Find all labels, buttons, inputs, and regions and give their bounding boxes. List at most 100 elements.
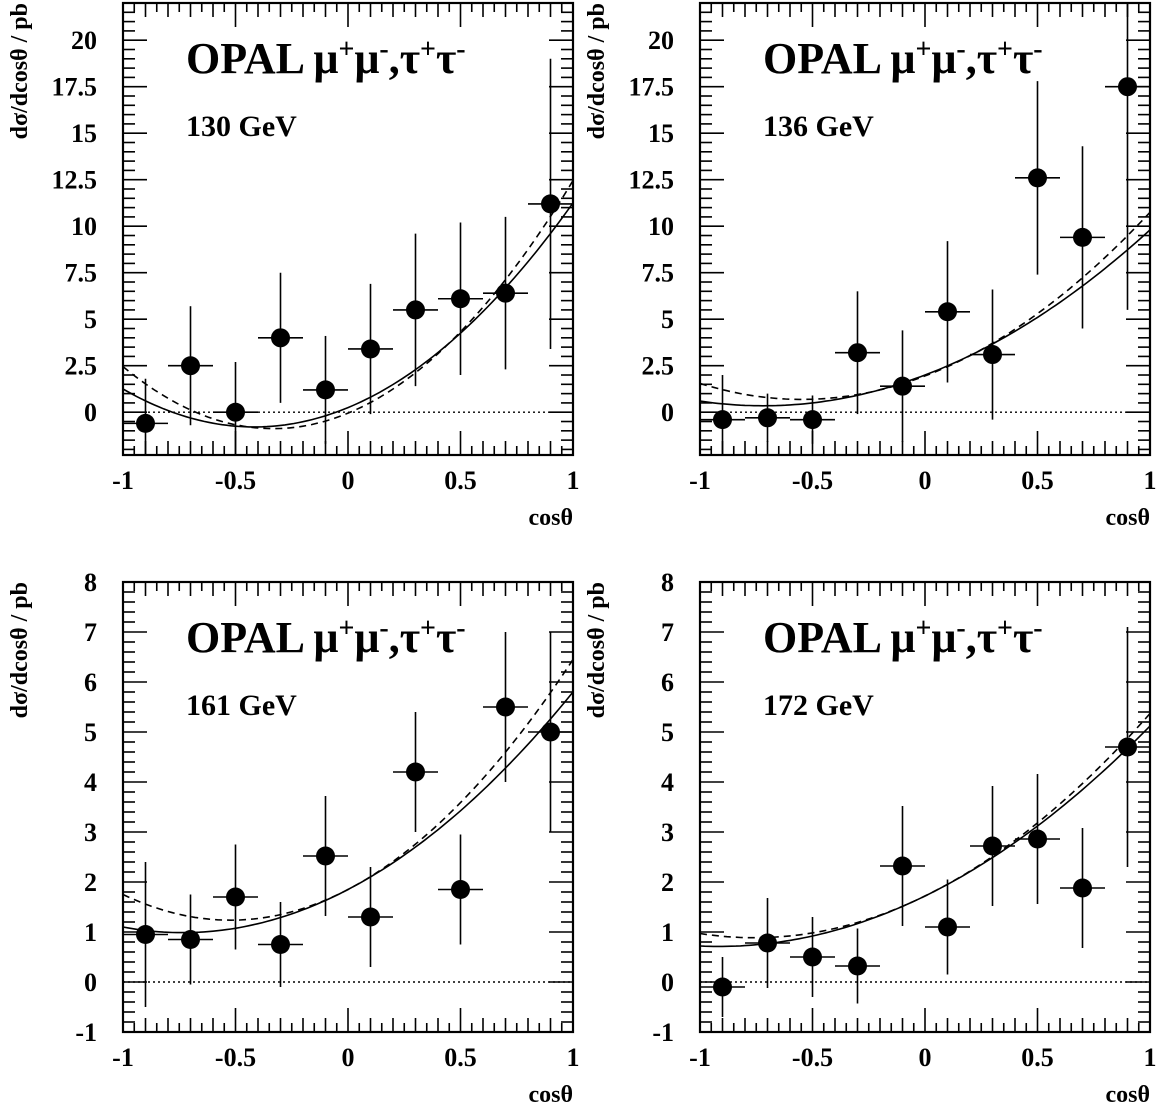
x-tick-label: 1 bbox=[1144, 1043, 1157, 1072]
prediction-curve-dashed bbox=[699, 712, 1151, 939]
data-point bbox=[1118, 77, 1137, 97]
data-point bbox=[136, 413, 155, 433]
y-tick-label: 2.5 bbox=[65, 352, 98, 381]
x-axis-label: cosθ bbox=[528, 1082, 573, 1108]
data-point bbox=[758, 933, 777, 953]
data-point bbox=[271, 935, 290, 954]
y-axis-label: dσ/dcosθ / pb bbox=[7, 3, 33, 139]
y-tick-label: 20 bbox=[71, 26, 97, 55]
data-point bbox=[226, 402, 245, 422]
y-tick-label: 0 bbox=[84, 398, 97, 427]
data-point bbox=[496, 283, 515, 303]
y-tick-label: 3 bbox=[84, 818, 97, 847]
x-tick-label: -1 bbox=[112, 1043, 134, 1072]
x-tick-label: -0.5 bbox=[792, 1043, 833, 1072]
x-tick-label: 0.5 bbox=[1021, 466, 1054, 495]
data-point bbox=[1028, 829, 1047, 849]
data-point bbox=[361, 907, 380, 927]
panel-title: OPAL μ+μ-,τ+τ- bbox=[186, 613, 466, 663]
data-point bbox=[406, 762, 425, 782]
x-tick-label: -0.5 bbox=[215, 466, 256, 495]
data-point bbox=[271, 328, 290, 348]
y-tick-label: 17.5 bbox=[52, 73, 98, 102]
x-tick-label: -0.5 bbox=[792, 466, 833, 495]
x-tick-label: 0 bbox=[919, 1043, 932, 1072]
energy-label: 161 GeV bbox=[186, 689, 297, 722]
y-tick-label: 8 bbox=[84, 568, 97, 597]
data-point bbox=[893, 376, 912, 396]
y-tick-label: 12.5 bbox=[629, 166, 675, 195]
y-tick-label: 1 bbox=[84, 918, 97, 947]
x-tick-label: 1 bbox=[567, 466, 580, 495]
data-point bbox=[181, 930, 200, 949]
y-tick-label: 4 bbox=[661, 768, 674, 797]
y-tick-label: 15 bbox=[71, 119, 97, 148]
y-tick-label: 15 bbox=[648, 119, 674, 148]
x-tick-label: -1 bbox=[112, 466, 134, 495]
data-point bbox=[316, 380, 335, 400]
y-tick-label: 7.5 bbox=[642, 259, 675, 288]
y-tick-label: -1 bbox=[652, 1018, 674, 1047]
data-point bbox=[848, 343, 867, 363]
x-axis-label: cosθ bbox=[1105, 505, 1150, 531]
data-point bbox=[983, 836, 1002, 856]
panel-title: OPAL μ+μ-,τ+τ- bbox=[763, 613, 1043, 663]
y-axis-label: dσ/dcosθ / pb bbox=[584, 582, 610, 718]
data-point bbox=[316, 846, 335, 866]
x-tick-label: 0 bbox=[919, 466, 932, 495]
y-tick-label: 0 bbox=[661, 968, 674, 997]
x-tick-label: -0.5 bbox=[215, 1043, 256, 1072]
chart-panel-1: -1 -0.5 0 0.5 102.557.51012.51517.520cosθdσ/… bbox=[7, 1, 580, 531]
y-axis-label: dσ/dcosθ / pb bbox=[7, 582, 33, 718]
y-tick-label: 5 bbox=[661, 305, 674, 334]
data-point bbox=[496, 697, 515, 717]
data-point bbox=[803, 947, 822, 967]
y-tick-label: -1 bbox=[75, 1018, 97, 1047]
energy-label: 130 GeV bbox=[186, 110, 297, 143]
data-point bbox=[1028, 168, 1047, 188]
x-tick-label: 0 bbox=[342, 466, 355, 495]
prediction-curve-dashed bbox=[699, 211, 1151, 401]
y-tick-label: 1 bbox=[661, 918, 674, 947]
x-tick-label: 0 bbox=[342, 1043, 355, 1072]
y-tick-label: 4 bbox=[84, 768, 97, 797]
chart-panel-2: -1 -0.5 0 0.5 102.557.51012.51517.520cosθdσ/… bbox=[584, 1, 1157, 531]
y-tick-label: 10 bbox=[71, 212, 97, 241]
y-tick-label: 2.5 bbox=[642, 352, 675, 381]
data-point bbox=[848, 956, 867, 976]
data-point bbox=[136, 925, 155, 944]
y-tick-label: 7.5 bbox=[65, 259, 98, 288]
prediction-curve-solid bbox=[699, 229, 1151, 407]
data-point bbox=[803, 410, 822, 430]
data-point bbox=[1073, 878, 1092, 898]
x-axis-label: cosθ bbox=[528, 505, 573, 531]
data-point bbox=[451, 289, 470, 309]
chart-panel-4: -1 -0.5 0 0.5 1 -1 0 1 2 3 4 5 6 7 8 cosθ dσ/dcosθ / pb O… bbox=[584, 568, 1157, 1108]
chart-panel-3: -1 -0.5 0 0.5 1 -1 0 1 2 3 4 5 6 7 8 cosθ dσ/dcosθ / pb O… bbox=[7, 568, 580, 1108]
y-tick-label: 0 bbox=[84, 968, 97, 997]
data-point bbox=[541, 194, 560, 214]
data-point bbox=[758, 408, 777, 428]
y-tick-label: 6 bbox=[84, 668, 97, 697]
y-tick-label: 0 bbox=[661, 398, 674, 427]
x-tick-label: 1 bbox=[1144, 466, 1157, 495]
panel-title: OPAL μ+μ-,τ+τ- bbox=[763, 34, 1043, 84]
y-tick-label: 17.5 bbox=[629, 73, 675, 102]
data-point bbox=[181, 356, 200, 376]
data-point bbox=[541, 722, 560, 742]
data-point bbox=[406, 300, 425, 320]
x-tick-label: 1 bbox=[567, 1043, 580, 1072]
x-tick-label: 0.5 bbox=[444, 1043, 477, 1072]
data-point bbox=[1073, 227, 1092, 247]
y-tick-label: 5 bbox=[661, 718, 674, 747]
y-tick-label: 2 bbox=[84, 868, 97, 897]
data-point bbox=[713, 977, 732, 997]
y-tick-label: 6 bbox=[661, 668, 674, 697]
energy-label: 136 GeV bbox=[763, 110, 874, 143]
x-axis-label: cosθ bbox=[1105, 1082, 1150, 1108]
y-tick-label: 3 bbox=[661, 818, 674, 847]
data-point bbox=[938, 302, 957, 322]
y-tick-label: 2 bbox=[661, 868, 674, 897]
y-tick-label: 20 bbox=[648, 26, 674, 55]
